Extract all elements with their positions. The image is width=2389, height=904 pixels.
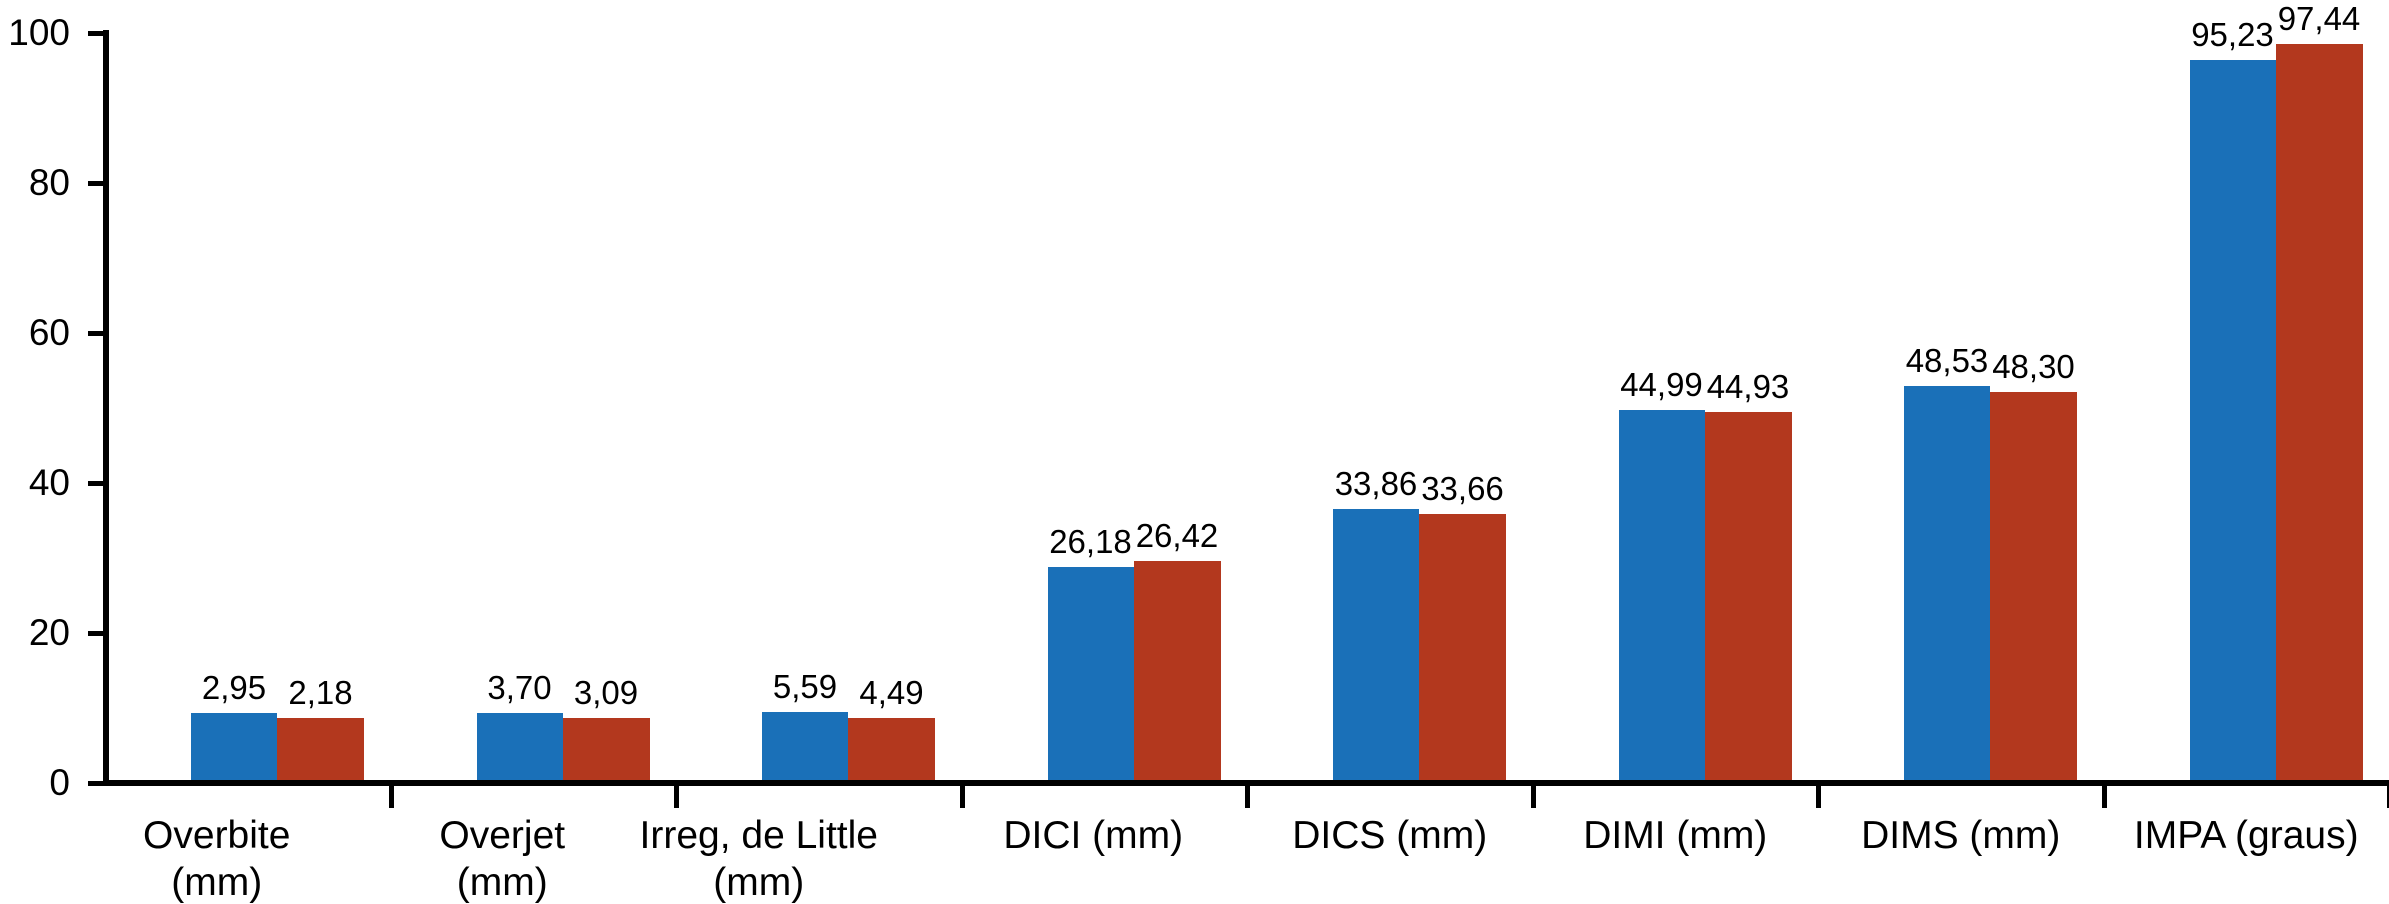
category-label-2: Overjet (mm) bbox=[360, 812, 646, 904]
bar-series1-cat3 bbox=[762, 712, 848, 780]
category-label-1: Overbite (mm) bbox=[74, 812, 360, 904]
bar-series1-cat8 bbox=[2189, 60, 2276, 780]
value-label-series2-cat4: 26,42 bbox=[1135, 517, 1219, 554]
category-label-line: (mm) bbox=[456, 861, 548, 904]
y-axis-tick bbox=[88, 781, 103, 786]
category-label-5: DICS (mm) bbox=[1247, 812, 1533, 859]
x-axis-line bbox=[103, 780, 2389, 786]
x-axis-tick bbox=[1245, 786, 1250, 808]
bar-series1-cat1 bbox=[191, 713, 277, 780]
y-tick-label: 20 bbox=[28, 612, 70, 653]
value-label-series2-cat1: 2,18 bbox=[288, 674, 353, 711]
value-label-series2-cat7: 48,30 bbox=[1992, 348, 2075, 385]
bar-series1-cat5 bbox=[1333, 509, 1419, 780]
y-axis-tick bbox=[88, 31, 103, 36]
value-label-series1-cat2: 3,70 bbox=[487, 669, 552, 706]
value-label-series2-cat3: 4,49 bbox=[859, 674, 924, 711]
category-label-line: IMPA (graus) bbox=[2133, 814, 2359, 857]
category-label-7: DIMS (mm) bbox=[1818, 812, 2104, 859]
x-axis-tick bbox=[388, 786, 394, 808]
y-tick-label: 100 bbox=[8, 12, 70, 53]
value-label-series1-cat6: 44,99 bbox=[1620, 366, 1703, 403]
value-label-series1-cat3: 5,59 bbox=[772, 668, 838, 705]
bar-series2-cat5 bbox=[1419, 514, 1506, 780]
bar-series1-cat6 bbox=[1618, 410, 1705, 780]
y-axis-tick bbox=[88, 481, 103, 486]
value-label-series1-cat7: 48,53 bbox=[1905, 342, 1989, 379]
category-label-line: Overjet bbox=[439, 814, 566, 857]
category-label-line: Irreg, de Little bbox=[639, 814, 878, 857]
y-tick-label: 80 bbox=[28, 162, 70, 203]
bar-series2-cat2 bbox=[562, 718, 650, 780]
bar-series2-cat3 bbox=[848, 718, 935, 780]
y-axis-tick bbox=[88, 631, 103, 636]
value-label-series2-cat6: 44,93 bbox=[1706, 368, 1790, 405]
category-label-line: (mm) bbox=[713, 861, 805, 904]
y-axis-tick bbox=[88, 181, 103, 186]
x-axis-tick bbox=[2101, 786, 2107, 808]
y-tick-label: 0 bbox=[49, 762, 70, 803]
x-axis-tick bbox=[1816, 786, 1821, 808]
category-label-line: DIMS (mm) bbox=[1861, 814, 2061, 857]
category-label-line: (mm) bbox=[171, 861, 263, 904]
value-label-series1-cat1: 2,95 bbox=[201, 669, 267, 706]
bar-series2-cat6 bbox=[1704, 412, 1792, 780]
bar-series1-cat2 bbox=[476, 713, 563, 780]
value-label-series2-cat5: 33,66 bbox=[1421, 470, 1504, 507]
bar-series2-cat4 bbox=[1133, 561, 1221, 780]
bar-series2-cat7 bbox=[1990, 392, 2077, 780]
category-label-8: IMPA (graus) bbox=[2104, 812, 2389, 859]
category-label-line: DICI (mm) bbox=[1003, 814, 1184, 857]
bar-series1-cat7 bbox=[1904, 386, 1990, 780]
y-axis-line bbox=[103, 30, 109, 786]
x-axis-tick bbox=[1530, 786, 1536, 808]
value-label-series2-cat2: 3,09 bbox=[573, 674, 639, 711]
value-label-series2-cat8: 97,44 bbox=[2277, 0, 2361, 37]
bar-series2-cat8 bbox=[2275, 44, 2363, 780]
category-label-line: Overbite bbox=[143, 814, 291, 857]
x-axis-tick bbox=[674, 786, 679, 808]
value-label-series1-cat4: 26,18 bbox=[1049, 523, 1132, 560]
category-label-4: DICI (mm) bbox=[951, 812, 1237, 859]
value-label-series1-cat5: 33,86 bbox=[1334, 465, 1418, 502]
y-axis-tick bbox=[88, 331, 103, 336]
bar-series1-cat4 bbox=[1047, 567, 1134, 780]
y-tick-label: 40 bbox=[28, 462, 70, 503]
value-label-series1-cat8: 95,23 bbox=[2191, 16, 2274, 53]
category-label-6: DIMI (mm) bbox=[1533, 812, 1819, 859]
bar-series2-cat1 bbox=[277, 718, 364, 780]
category-label-3: Irreg, de Little (mm) bbox=[616, 812, 902, 904]
category-label-line: DIMI (mm) bbox=[1583, 814, 1768, 857]
x-axis-tick bbox=[2387, 786, 2389, 808]
y-tick-label: 60 bbox=[28, 312, 70, 353]
x-axis-tick bbox=[959, 786, 965, 808]
category-label-line: DICS (mm) bbox=[1292, 814, 1488, 857]
